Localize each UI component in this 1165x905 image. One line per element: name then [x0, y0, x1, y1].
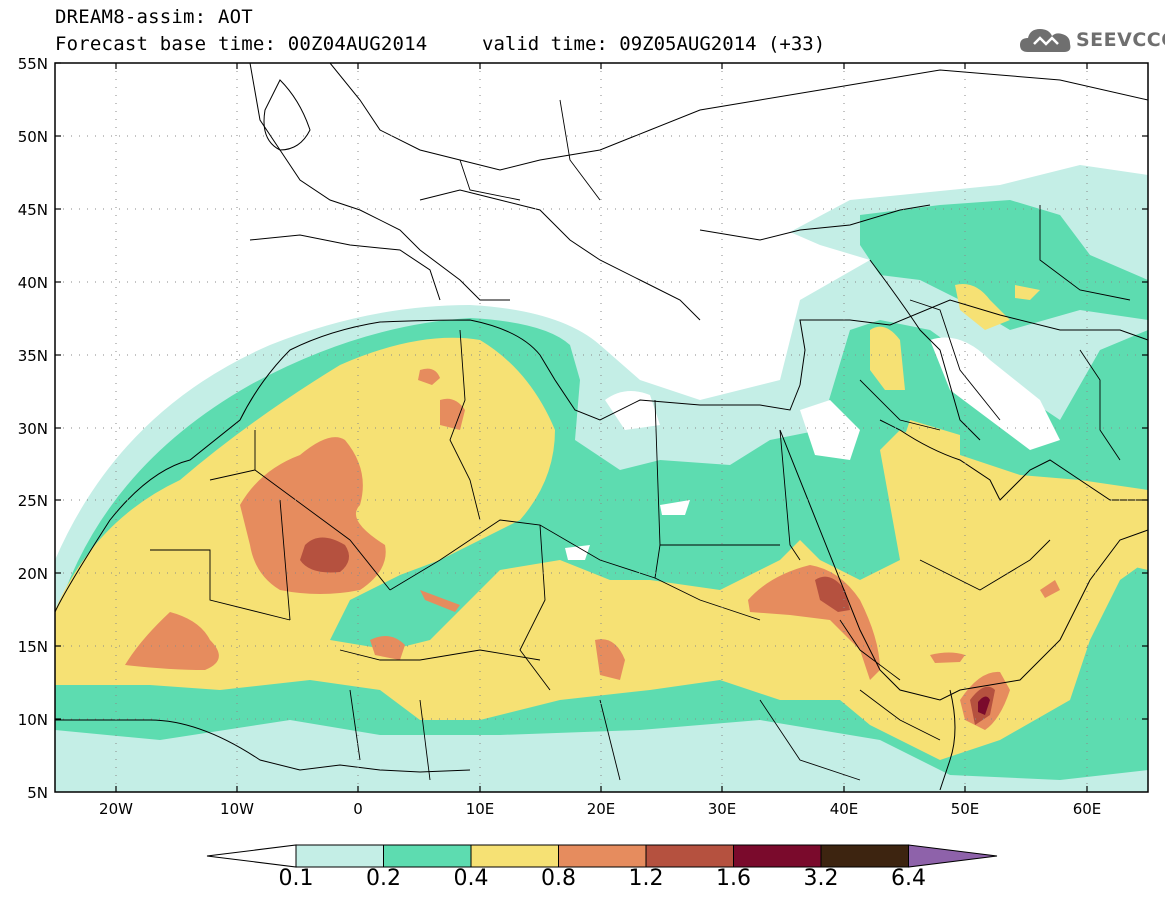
colorbar-tick-label: 1.2	[628, 866, 664, 891]
colorbar-tick-label: 1.6	[716, 866, 751, 891]
lon-label: 60E	[1072, 800, 1102, 818]
lat-label: 50N	[17, 128, 48, 146]
colorbar-tick-label: 0.8	[541, 866, 576, 891]
lat-label: 45N	[17, 201, 48, 219]
lon-label: 10E	[465, 800, 495, 818]
lon-label: 0	[353, 800, 363, 818]
lon-label: 30E	[707, 800, 737, 818]
axis-ticks	[55, 62, 1148, 792]
lon-label: 20W	[99, 800, 133, 818]
seevccc-logo: SEEVCCC	[1018, 24, 1165, 58]
lat-label: 10N	[17, 711, 48, 729]
lon-label: 50E	[950, 800, 980, 818]
lat-label: 35N	[17, 347, 48, 365]
colorbar-tick-label: 0.1	[278, 866, 314, 891]
valid-time: valid time: 09Z05AUG2014 (+33)	[482, 33, 826, 55]
lon-label: 40E	[829, 800, 859, 818]
forecast-base-time: Forecast base time: 00Z04AUG2014	[55, 33, 428, 55]
lon-label: 10W	[220, 800, 254, 818]
lon-label: 20E	[586, 800, 616, 818]
lat-label: 15N	[17, 638, 48, 656]
lat-label: 55N	[17, 55, 48, 73]
map-title: DREAM8-assim: AOT	[55, 6, 253, 28]
aot-band-1.6-3.2	[978, 696, 990, 715]
aot-band-0.8-1.2	[125, 368, 1060, 730]
lat-label: 30N	[17, 420, 48, 438]
colorbar-tick-label: 0.4	[453, 866, 489, 891]
cloud-icon	[1020, 29, 1071, 52]
logo-text: SEEVCCC	[1076, 29, 1165, 51]
lat-label: 40N	[17, 274, 48, 292]
lat-label: 5N	[27, 784, 48, 802]
lat-label: 20N	[17, 565, 48, 583]
colorbar-tick-label: 0.2	[366, 866, 401, 891]
colorbar-tick-label: 3.2	[803, 866, 839, 891]
country-borders	[150, 99, 1131, 781]
coastlines	[55, 63, 1148, 791]
colorbar-tick-label: 6.4	[891, 866, 926, 891]
lat-label: 25N	[17, 492, 48, 510]
